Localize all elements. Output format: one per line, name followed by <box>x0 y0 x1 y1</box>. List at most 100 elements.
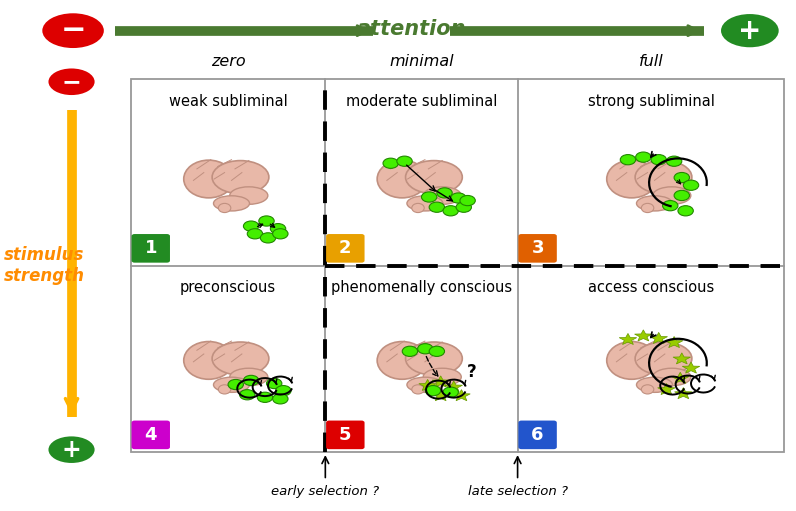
Text: attention: attention <box>357 19 466 39</box>
Ellipse shape <box>405 160 462 194</box>
Ellipse shape <box>637 377 673 392</box>
Text: ?: ? <box>466 363 476 381</box>
Ellipse shape <box>607 341 657 379</box>
Bar <box>131 79 785 452</box>
Polygon shape <box>419 379 436 390</box>
Ellipse shape <box>212 160 269 194</box>
Circle shape <box>636 152 651 162</box>
Polygon shape <box>453 389 470 401</box>
Circle shape <box>662 201 678 211</box>
Text: 1: 1 <box>145 239 157 258</box>
Text: late selection ?: late selection ? <box>467 485 568 498</box>
Ellipse shape <box>607 160 657 198</box>
Circle shape <box>666 156 682 167</box>
Text: 5: 5 <box>339 426 352 444</box>
FancyBboxPatch shape <box>326 421 365 449</box>
Ellipse shape <box>42 13 103 48</box>
Ellipse shape <box>412 385 424 394</box>
Ellipse shape <box>653 187 691 204</box>
Ellipse shape <box>49 68 95 95</box>
Text: phenomenally conscious: phenomenally conscious <box>331 280 512 295</box>
Polygon shape <box>674 388 692 399</box>
Ellipse shape <box>407 377 443 392</box>
Polygon shape <box>650 333 668 343</box>
Circle shape <box>674 191 689 201</box>
Circle shape <box>240 390 255 400</box>
Ellipse shape <box>230 368 267 386</box>
Ellipse shape <box>212 342 269 375</box>
Ellipse shape <box>213 196 249 211</box>
Text: access conscious: access conscious <box>588 280 714 295</box>
Text: 3: 3 <box>532 239 544 258</box>
Circle shape <box>383 158 398 169</box>
Circle shape <box>267 378 282 389</box>
Text: −: − <box>61 70 81 94</box>
Polygon shape <box>657 383 675 394</box>
FancyBboxPatch shape <box>518 234 557 263</box>
Ellipse shape <box>721 14 778 48</box>
Circle shape <box>437 188 452 198</box>
Text: 2: 2 <box>339 239 352 258</box>
Circle shape <box>244 375 259 386</box>
Text: preconscious: preconscious <box>180 280 276 295</box>
Circle shape <box>418 343 433 354</box>
Circle shape <box>683 180 699 191</box>
Text: strong subliminal: strong subliminal <box>587 94 715 108</box>
Text: moderate subliminal: moderate subliminal <box>345 94 498 108</box>
Ellipse shape <box>49 436 95 463</box>
Circle shape <box>443 387 458 398</box>
Circle shape <box>273 394 288 404</box>
Circle shape <box>248 229 263 239</box>
Circle shape <box>402 346 418 357</box>
Text: −: − <box>60 16 86 45</box>
FancyBboxPatch shape <box>131 421 170 449</box>
Circle shape <box>228 379 244 390</box>
Circle shape <box>460 195 475 206</box>
Ellipse shape <box>218 385 231 394</box>
Circle shape <box>244 221 259 231</box>
Circle shape <box>674 173 689 183</box>
Polygon shape <box>432 376 450 387</box>
FancyBboxPatch shape <box>518 421 557 449</box>
Text: 6: 6 <box>532 426 544 444</box>
Ellipse shape <box>377 160 427 198</box>
Polygon shape <box>682 362 700 373</box>
Circle shape <box>429 202 444 213</box>
Circle shape <box>260 233 275 243</box>
Circle shape <box>425 386 441 396</box>
Circle shape <box>397 156 412 167</box>
Circle shape <box>271 224 286 234</box>
Ellipse shape <box>184 160 233 198</box>
Ellipse shape <box>407 196 443 211</box>
Ellipse shape <box>423 187 461 204</box>
Circle shape <box>443 206 458 216</box>
Ellipse shape <box>637 196 673 211</box>
Text: 4: 4 <box>145 426 157 444</box>
Text: stimulus
strength: stimulus strength <box>3 246 84 285</box>
Polygon shape <box>673 353 691 364</box>
Circle shape <box>620 154 636 165</box>
Circle shape <box>421 192 437 202</box>
Ellipse shape <box>218 203 231 213</box>
Text: full: full <box>638 54 663 69</box>
Text: +: + <box>61 438 81 461</box>
Circle shape <box>678 206 693 216</box>
Circle shape <box>451 193 466 203</box>
Ellipse shape <box>635 160 692 194</box>
Text: early selection ?: early selection ? <box>271 485 380 498</box>
Ellipse shape <box>412 203 424 213</box>
Polygon shape <box>432 389 450 401</box>
Circle shape <box>259 216 274 226</box>
Ellipse shape <box>230 187 267 204</box>
Polygon shape <box>634 330 652 341</box>
Circle shape <box>257 392 273 403</box>
Circle shape <box>456 202 471 213</box>
Circle shape <box>651 154 666 165</box>
Ellipse shape <box>653 368 691 386</box>
Ellipse shape <box>184 341 233 379</box>
Ellipse shape <box>642 203 654 213</box>
Ellipse shape <box>635 342 692 375</box>
Text: +: + <box>738 17 762 44</box>
Circle shape <box>275 386 291 396</box>
Polygon shape <box>619 334 637 344</box>
